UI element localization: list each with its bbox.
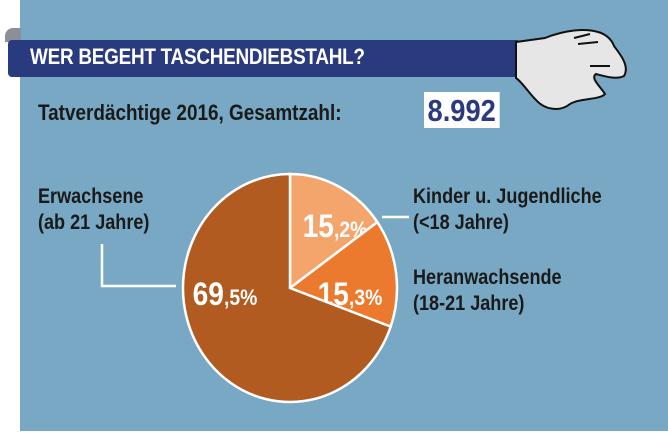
label-line: (ab 21 Jahre): [38, 211, 150, 234]
slice-value-label: 69,5%: [193, 277, 258, 312]
label-heranwachsende: Heranwachsende (18-21 Jahre): [413, 265, 562, 317]
pie-slice: [287, 220, 399, 329]
label-line: (<18 Jahre): [413, 211, 509, 234]
total-count: 8.992: [424, 92, 500, 128]
pie-slice: [288, 172, 380, 291]
label-line: Erwachsene: [38, 185, 144, 208]
label-line: Kinder u. Jugendliche: [413, 185, 602, 208]
title-banner: [8, 40, 518, 77]
label-erwachsene: Erwachsene (ab 21 Jahre): [38, 184, 149, 236]
banner-curl: [5, 28, 21, 42]
label-line: (18-21 Jahre): [413, 292, 525, 315]
label-kinder: Kinder u. Jugendliche (<18 Jahre): [413, 184, 602, 236]
chart-title: WER BEGEHT TASCHENDIEBSTAHL?: [30, 44, 365, 69]
chart-subtitle: Tatverdächtige 2016, Gesamtzahl:: [38, 100, 342, 125]
label-line: Heranwachsende: [413, 266, 562, 289]
hand-icon: [515, 29, 627, 110]
pie-slice: [181, 172, 393, 404]
leader-line-erwachsene: [100, 244, 176, 288]
